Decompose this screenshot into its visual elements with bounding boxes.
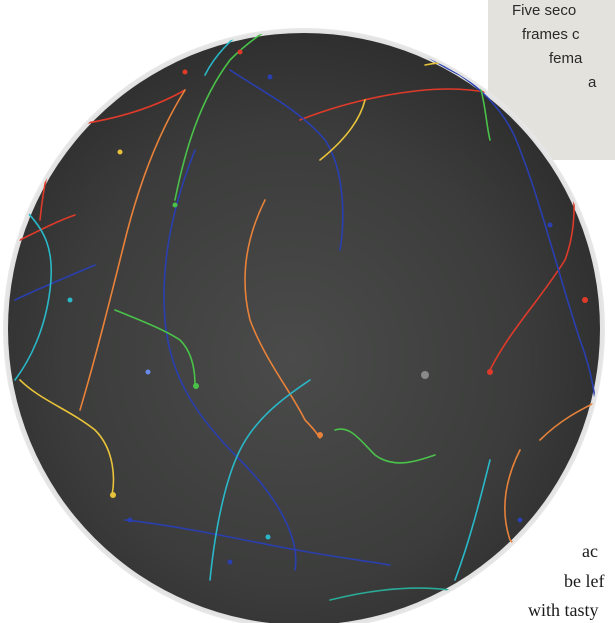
track-cyan-top	[204, 31, 256, 76]
track-blue-mid	[163, 149, 297, 571]
track-orange-center	[244, 199, 321, 439]
caption-line-4: a	[588, 74, 597, 91]
track-green-mid	[114, 309, 196, 386]
track-cyan-bottom	[209, 379, 311, 581]
body-text-line-1: ac	[582, 541, 598, 561]
body-text-line-3: with tasty	[528, 600, 599, 620]
track-orange-left	[79, 89, 186, 411]
track-blue-bottom	[124, 519, 391, 566]
track-blue-right	[379, 31, 598, 451]
track-green-top	[174, 31, 321, 201]
track-blue-top	[229, 69, 344, 251]
caption-line-2: frames c	[522, 26, 580, 43]
track-yellow-left	[19, 379, 115, 496]
track-red-left	[19, 214, 76, 241]
caption-line-1: Five seco	[512, 2, 577, 19]
fly-markers	[67, 49, 588, 565]
body-text-line-2: be lef	[564, 571, 605, 591]
dish-surface	[8, 33, 600, 623]
track-blue-left	[14, 264, 96, 301]
caption-line-3: fema	[549, 50, 583, 67]
track-cyan-right	[454, 459, 491, 581]
track-green-bottom	[334, 428, 436, 464]
track-yellow-mid	[319, 99, 366, 161]
track-cyan-left	[14, 209, 53, 381]
